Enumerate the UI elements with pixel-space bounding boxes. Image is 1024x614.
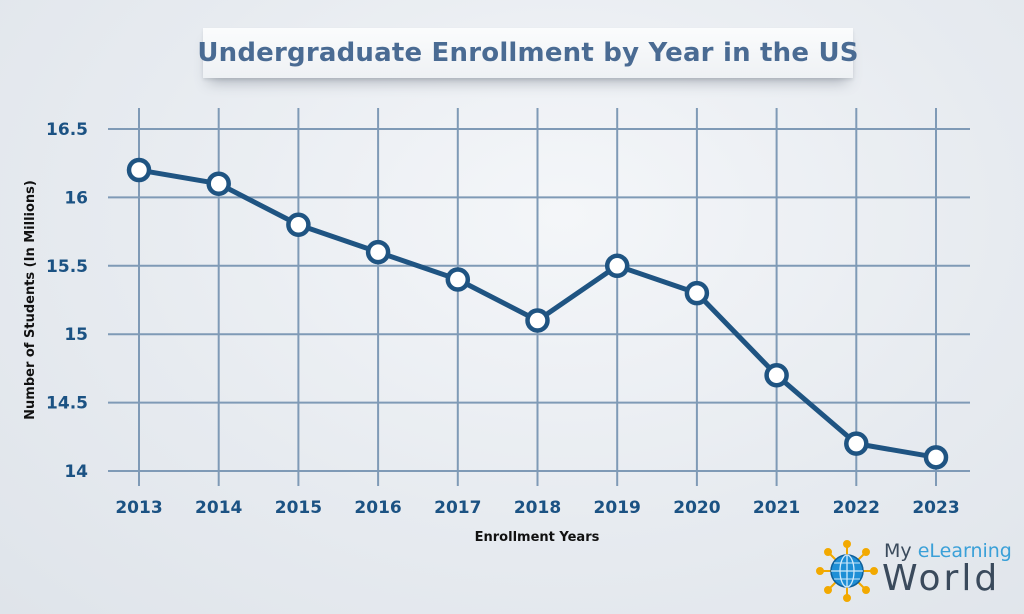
x-tick-label: 2019 [594,498,641,518]
data-point [764,362,789,388]
x-tick-labels: 2013 2014 2015 2016 2017 2018 2019 2020 2021 2022… [115,498,959,518]
x-axis-label: Enrollment Years [475,530,600,545]
series-enrollment [126,157,949,470]
globe-network-icon [816,540,878,602]
logo-text-line1: My eLearning [884,540,1012,562]
data-point [923,445,949,470]
x-tick-label: 2021 [753,498,800,518]
data-point [365,239,391,265]
y-tick-labels: 14 14.5 15 15.5 16 16.5 [46,120,88,482]
x-tick-label: 2020 [673,498,720,518]
x-tick-label: 2017 [434,498,481,518]
data-point [604,253,630,279]
data-point [525,308,550,333]
data-point [445,267,471,292]
logo-text-world: World [882,558,1001,599]
logo-text-my: My [884,540,918,562]
y-tick-label: 14 [64,462,88,482]
y-tick-label: 15 [64,325,88,345]
data-point [286,212,311,238]
y-tick-label: 15.5 [46,257,88,277]
data-point [206,171,231,196]
x-tick-label: 2013 [115,498,162,518]
brand-logo: My eLearning World [816,538,1016,604]
grid-lines [108,108,970,486]
data-point [684,280,710,306]
logo-text-elearning: eLearning [917,540,1012,562]
chart-title-banner: Undergraduate Enrollment by Year in the … [197,28,859,78]
x-tick-label: 2014 [195,498,242,518]
x-tick-label: 2015 [275,498,322,518]
x-tick-label: 2016 [354,498,401,518]
data-point [126,157,152,183]
x-tick-label: 2022 [833,498,880,518]
x-tick-label: 2023 [912,498,959,518]
y-axis-label: Number of Students (In Millions) [23,180,38,420]
y-tick-label: 14.5 [46,394,88,414]
data-point [844,431,869,456]
chart-title: Undergraduate Enrollment by Year in the … [197,38,859,68]
y-tick-label: 16 [64,188,88,208]
y-tick-label: 16.5 [46,120,88,140]
x-tick-label: 2018 [514,498,561,518]
